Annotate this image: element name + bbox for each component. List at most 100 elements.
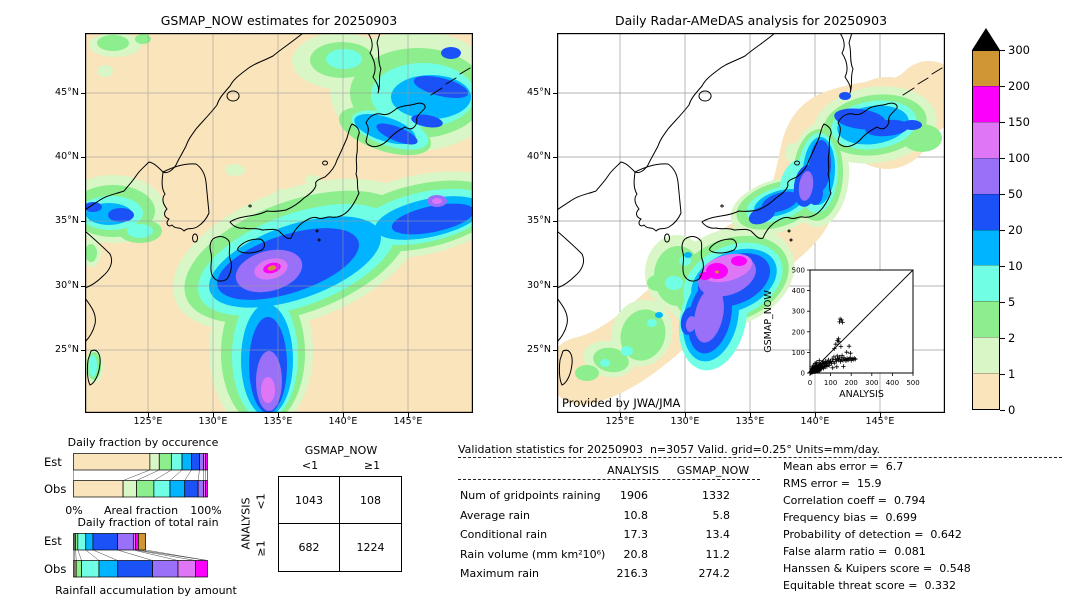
right-y-tickmark xyxy=(553,286,557,287)
validation-gsmap-value: 11.2 xyxy=(705,547,731,561)
divider-top xyxy=(458,457,1062,458)
contingency-row-title: ANALYSIS xyxy=(239,497,253,550)
colorbar-tick xyxy=(1000,49,1005,51)
inset-ylabel: GSMAP_NOW xyxy=(763,290,774,353)
score-line: Probability of detection = 0.642 xyxy=(783,528,962,541)
validation-gsmap-value: 13.4 xyxy=(705,528,731,541)
totalrain-est-label: Est xyxy=(44,534,62,548)
occurrence-est-label: Est xyxy=(44,455,62,469)
right-y-tick-label: 35°N xyxy=(527,215,551,226)
validation-analysis-value: 1906 xyxy=(620,489,648,502)
left-y-tick-label: 30°N xyxy=(55,280,79,291)
colorbar-tick-label: 150 xyxy=(1008,114,1030,129)
validation-analysis-value: 216.3 xyxy=(616,567,649,580)
score-line: RMS error = 15.9 xyxy=(783,477,882,490)
colorbar-segment xyxy=(973,265,999,302)
score-line: Frequency bias = 0.699 xyxy=(783,511,918,524)
colorbar-tick xyxy=(1000,157,1005,159)
contingency-col-label-ge1: ≥1 xyxy=(363,459,381,472)
colorbar-segment xyxy=(973,157,999,194)
colorbar-tick xyxy=(1000,121,1005,123)
right-x-tick-label: 125°E xyxy=(605,416,635,427)
scatter-inset: 0 0 100 100 200 200 300 300 400 400 500 500 ANALYSIS… xyxy=(757,262,923,406)
colorbar-segment xyxy=(973,229,999,266)
right-x-tick-label: 145°E xyxy=(865,416,895,427)
right-y-tick-label: 25°N xyxy=(527,344,551,355)
gsmap-now-map xyxy=(61,31,511,431)
right-x-tickmark xyxy=(620,413,621,417)
left-y-tick-label: 35°N xyxy=(55,215,79,226)
right-y-tickmark xyxy=(553,221,557,222)
right-map-title: Daily Radar-AMeDAS analysis for 20250903 xyxy=(614,13,888,28)
colorbar-overflow-triangle xyxy=(972,28,1000,50)
colorbar-tick xyxy=(1000,85,1005,87)
score-line: False alarm ratio = 0.081 xyxy=(783,545,926,558)
right-x-tickmark xyxy=(815,413,816,417)
svg-text:500: 500 xyxy=(906,379,919,387)
validation-analysis-value: 10.8 xyxy=(623,508,649,522)
validation-row-label: Maximum rain xyxy=(460,567,539,580)
right-x-tick-label: 140°E xyxy=(800,416,830,427)
validation-gsmap-value: 1332 xyxy=(702,489,730,502)
left-x-tickmark xyxy=(343,413,344,417)
svg-text:200: 200 xyxy=(792,328,805,336)
colorbar-segment xyxy=(973,121,999,158)
validation-gsmap-value: 274.2 xyxy=(698,567,731,580)
left-map-title: GSMAP_NOW estimates for 20250903 xyxy=(160,13,398,28)
left-rain-contours xyxy=(61,31,511,431)
left-x-tick-label: 140°E xyxy=(328,416,358,427)
colorbar-segment xyxy=(973,85,999,122)
totalrain-chart-title: Daily fraction of total rain xyxy=(77,516,219,529)
svg-text:200: 200 xyxy=(845,379,858,387)
occurrence-obs-label: Obs xyxy=(44,482,67,496)
contingency-cell-10: 682 xyxy=(279,524,340,571)
gsmap-now-map-svg xyxy=(61,31,511,431)
totalrain-obs-label: Obs xyxy=(44,562,67,576)
colorbar: 300 200 150 100 50 20 10 5 2 1 0 xyxy=(972,28,1072,424)
occurrence-xlabel: Areal fraction xyxy=(103,504,179,517)
left-y-tickmark xyxy=(81,221,85,222)
svg-text:400: 400 xyxy=(886,379,899,387)
colorbar-tick-label: 20 xyxy=(1008,222,1023,237)
svg-text:100: 100 xyxy=(792,349,805,357)
left-y-tick-label: 25°N xyxy=(55,344,79,355)
left-x-tickmark xyxy=(408,413,409,417)
left-x-tick-label: 135°E xyxy=(263,416,293,427)
left-x-tickmark xyxy=(278,413,279,417)
right-x-tickmark xyxy=(750,413,751,417)
left-x-tick-label: 145°E xyxy=(393,416,423,427)
colorbar-tick-label: 5 xyxy=(1008,294,1016,309)
colorbar-segment xyxy=(973,337,999,374)
contingency-table: 1043 108 682 1224 xyxy=(278,476,402,572)
validation-row-label: Num of gridpoints raining xyxy=(460,489,601,502)
validation-row-label: Rain volume (mm km²10⁶) xyxy=(460,547,606,561)
left-x-tickmark xyxy=(213,413,214,417)
colorbar-segment xyxy=(973,51,999,86)
left-x-tick-label: 130°E xyxy=(198,416,228,427)
left-y-tick-label: 45°N xyxy=(55,87,79,98)
occurrence-x0: 0% xyxy=(65,504,83,517)
occurrence-bars xyxy=(73,453,208,498)
colorbar-tick xyxy=(1000,265,1005,267)
right-x-tickmark xyxy=(685,413,686,417)
left-y-tickmark xyxy=(81,286,85,287)
left-y-tickmark xyxy=(81,93,85,94)
colorbar-tick-label: 100 xyxy=(1008,150,1030,165)
colorbar-tick-label: 1 xyxy=(1008,366,1016,381)
score-line: Equitable threat score = 0.332 xyxy=(783,579,956,592)
svg-text:100: 100 xyxy=(824,379,837,387)
contingency-col-label-lt1: <1 xyxy=(301,459,319,472)
totalrain-bars xyxy=(73,533,208,578)
divider-header xyxy=(458,479,760,480)
svg-text:400: 400 xyxy=(792,287,805,295)
totalrain-caption: Rainfall accumulation by amount xyxy=(55,584,237,597)
occurrence-chart-title: Daily fraction by occurence xyxy=(67,436,219,449)
contingency-cell-01: 108 xyxy=(340,477,401,524)
right-y-tick-label: 45°N xyxy=(527,87,551,98)
validation-analysis-value: 17.3 xyxy=(623,528,649,541)
svg-text:300: 300 xyxy=(865,379,878,387)
left-x-tick-label: 125°E xyxy=(133,416,163,427)
colorbar-tick-label: 300 xyxy=(1008,42,1030,57)
contingency-col-title: GSMAP_NOW xyxy=(304,444,378,457)
colorbar-segment xyxy=(973,193,999,230)
